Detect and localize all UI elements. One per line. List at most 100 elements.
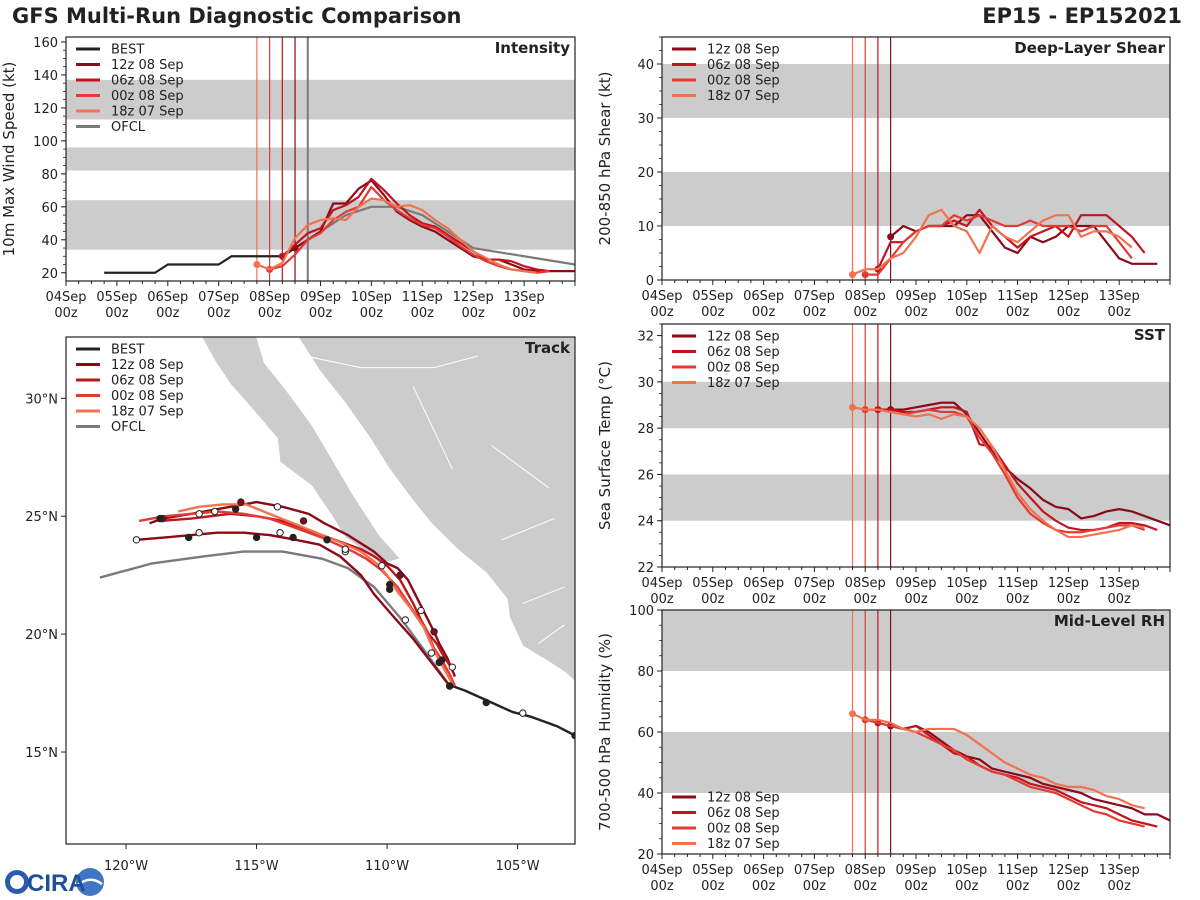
y-tick-label: 22 bbox=[637, 561, 654, 576]
x-tick-label: 09Sep bbox=[895, 289, 936, 304]
y-tick-label: 40 bbox=[637, 787, 654, 802]
x-tick-label: 06Sep bbox=[147, 290, 188, 305]
track-marker bbox=[519, 709, 527, 717]
legend-label: 00z 08 Sep bbox=[111, 89, 184, 104]
track-marker bbox=[299, 517, 308, 525]
state-border bbox=[538, 624, 565, 644]
track-marker bbox=[448, 663, 457, 671]
x-tick-label: 10Sep bbox=[351, 290, 392, 305]
y-axis-label: 700-500 hPa Humidity (%) bbox=[596, 633, 614, 831]
x-tick-label: 115°W bbox=[234, 859, 278, 874]
y-tick-label: 32 bbox=[637, 330, 654, 345]
series-start-r18z07 bbox=[849, 710, 856, 718]
x-tick-label: 00z bbox=[854, 305, 878, 320]
y-tick-label: 30°N bbox=[25, 392, 58, 407]
intensity-title: Intensity bbox=[495, 39, 571, 57]
series-r18z07 bbox=[852, 406, 1145, 539]
track-marker bbox=[195, 510, 203, 518]
x-tick-label: 11Sep bbox=[997, 289, 1038, 304]
x-tick-label: 00z bbox=[207, 306, 231, 321]
legend-label: BEST bbox=[111, 43, 144, 58]
y-tick-label: 80 bbox=[637, 665, 654, 680]
track-marker bbox=[195, 529, 203, 537]
legend-label: OFCL bbox=[111, 120, 146, 135]
shaded-band bbox=[662, 172, 1170, 226]
track-marker bbox=[237, 498, 245, 506]
series-r18z07 bbox=[852, 712, 1145, 810]
shear-title: Deep-Layer Shear bbox=[1014, 39, 1165, 57]
x-tick-label: 00z bbox=[955, 592, 979, 607]
legend-label: 18z 07 Sep bbox=[707, 837, 780, 852]
intensity-frame bbox=[65, 36, 576, 282]
y-tick-label: 80 bbox=[41, 168, 58, 183]
track-marker bbox=[430, 628, 438, 636]
y-tick-label: 100 bbox=[629, 604, 654, 619]
legend-label: 18z 07 Sep bbox=[707, 376, 780, 391]
x-tick-label: 09Sep bbox=[895, 576, 936, 591]
track-line-r06z08 bbox=[159, 512, 454, 671]
x-tick-label: 00z bbox=[701, 305, 725, 320]
x-tick-label: 07Sep bbox=[794, 576, 835, 591]
shear-plot-area bbox=[662, 37, 1170, 280]
state-border bbox=[261, 337, 479, 369]
track-marker bbox=[156, 514, 164, 523]
x-tick-label: 00z bbox=[752, 305, 776, 320]
rh-plot-area bbox=[662, 610, 1170, 854]
x-tick-label: 00z bbox=[904, 879, 928, 894]
track-title: Track bbox=[525, 339, 571, 357]
y-tick-label: 140 bbox=[33, 69, 58, 84]
x-tick-label: 00z bbox=[411, 306, 435, 321]
track-marker bbox=[378, 562, 386, 570]
x-tick-label: 00z bbox=[512, 306, 536, 321]
y-tick-label: 0 bbox=[646, 274, 654, 289]
x-tick-label: 12Sep bbox=[453, 290, 494, 305]
cira-logo: CIRA bbox=[5, 866, 105, 898]
track-marker bbox=[252, 533, 261, 542]
x-tick-label: 00z bbox=[258, 306, 282, 321]
track-marker bbox=[132, 536, 141, 544]
track-frame bbox=[65, 336, 576, 845]
x-tick-label: 07Sep bbox=[198, 290, 239, 305]
track-line-ofcl bbox=[99, 550, 451, 687]
x-tick-label: 00z bbox=[54, 306, 78, 321]
x-tick-label: 00z bbox=[462, 306, 486, 321]
track-marker bbox=[417, 606, 425, 615]
y-tick-label: 40 bbox=[41, 234, 58, 249]
y-axis-label: 10m Max Wind Speed (kt) bbox=[0, 62, 18, 257]
x-tick-label: 00z bbox=[156, 306, 180, 321]
panel-rh: 04Sep00z05Sep00z06Sep00z07Sep00z08Sep00z… bbox=[596, 604, 1171, 894]
x-tick-label: 00z bbox=[955, 305, 979, 320]
x-tick-label: 00z bbox=[854, 879, 878, 894]
x-tick-label: 12Sep bbox=[1048, 289, 1089, 304]
track-marker bbox=[231, 505, 240, 513]
storm-id: EP15 - EP152021 bbox=[982, 4, 1182, 28]
sst-title: SST bbox=[1134, 326, 1166, 344]
rh-title: Mid-Level RH bbox=[1054, 612, 1165, 630]
series-r12z08 bbox=[294, 179, 575, 273]
y-tick-label: 60 bbox=[637, 726, 654, 741]
legend-label: 00z 08 Sep bbox=[111, 389, 184, 404]
track-marker bbox=[273, 503, 282, 511]
x-tick-label: 00z bbox=[650, 879, 674, 894]
x-tick-label: 00z bbox=[803, 879, 827, 894]
y-tick-label: 30 bbox=[637, 112, 654, 127]
x-tick-label: 00z bbox=[701, 879, 725, 894]
x-tick-label: 110°W bbox=[365, 859, 409, 874]
track-marker bbox=[396, 571, 404, 579]
state-border bbox=[522, 586, 565, 604]
shaded-band bbox=[662, 610, 1170, 671]
sst-frame bbox=[661, 323, 1171, 568]
x-tick-label: 00z bbox=[650, 592, 674, 607]
x-tick-label: 00z bbox=[752, 879, 776, 894]
panel-sst: 04Sep00z05Sep00z06Sep00z07Sep00z08Sep00z… bbox=[596, 323, 1171, 607]
track-marker bbox=[323, 536, 331, 544]
legend-label: BEST bbox=[111, 343, 144, 358]
track-marker bbox=[276, 529, 284, 537]
x-tick-label: 00z bbox=[1108, 879, 1132, 894]
y-tick-label: 15°N bbox=[25, 746, 58, 761]
legend-label: 18z 07 Sep bbox=[707, 89, 780, 104]
x-tick-label: 00z bbox=[854, 592, 878, 607]
track-marker bbox=[435, 658, 443, 667]
x-tick-label: 05Sep bbox=[692, 863, 733, 878]
